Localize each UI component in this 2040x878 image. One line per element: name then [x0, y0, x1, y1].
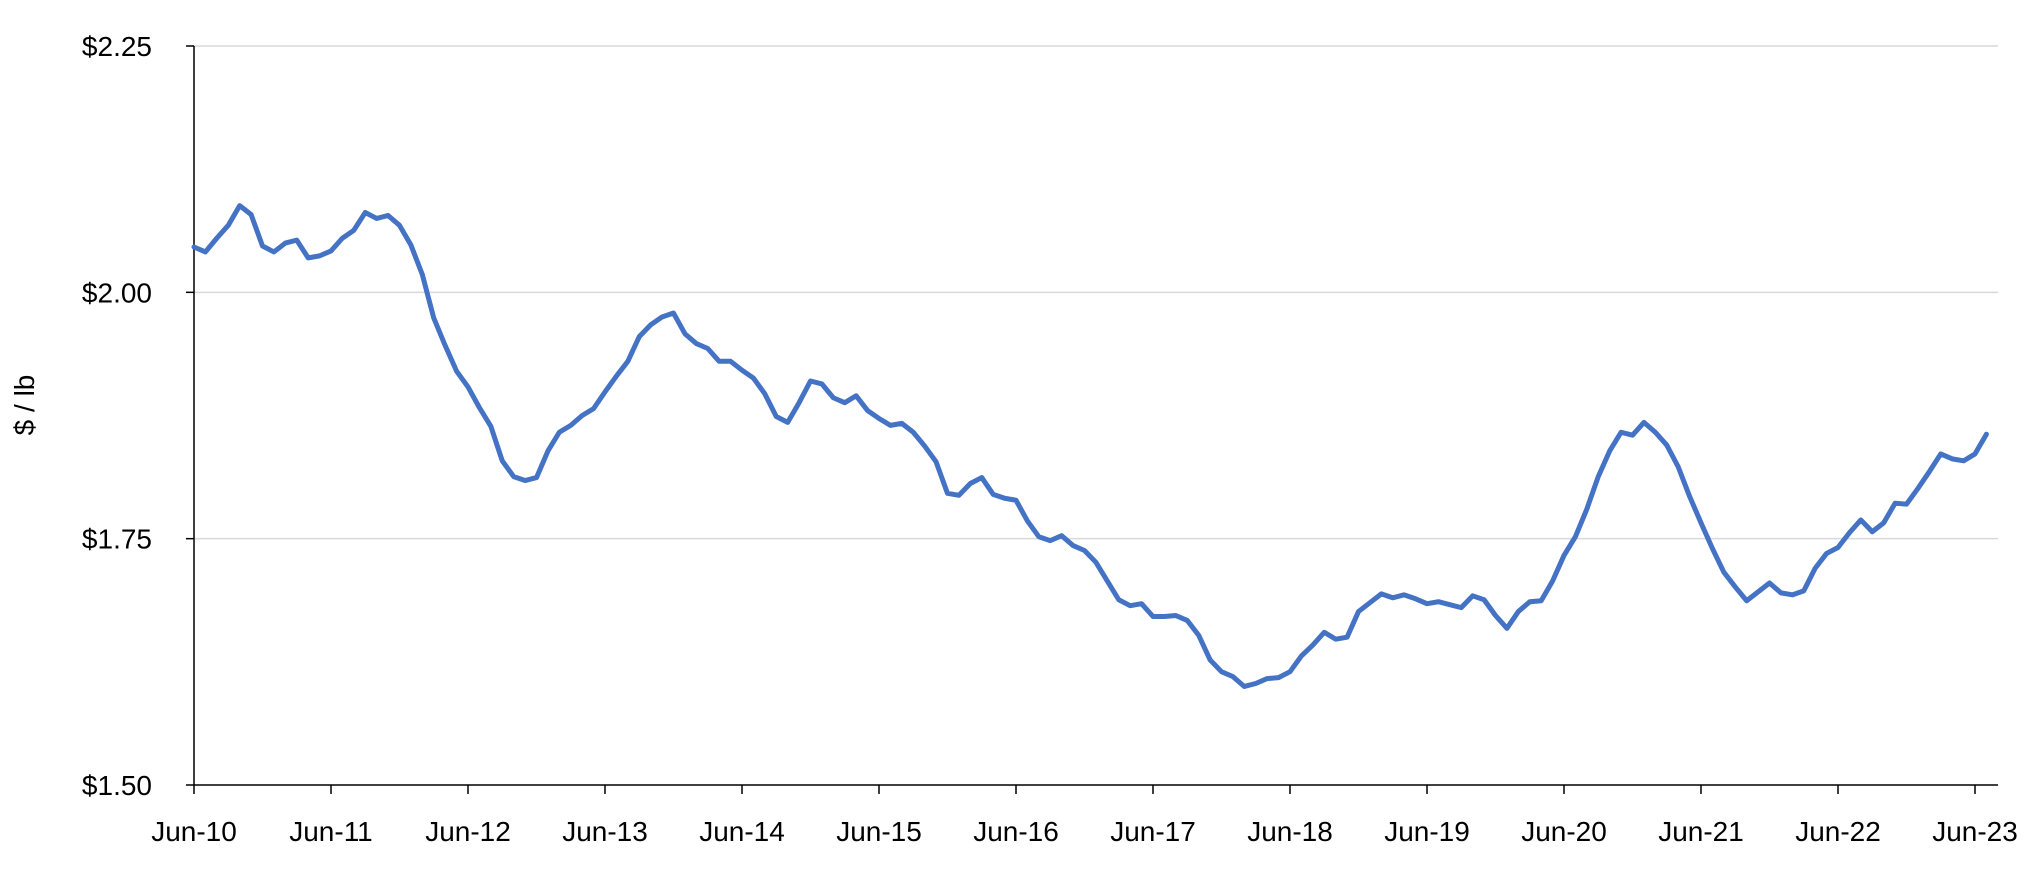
x-tick-label: Jun-17 [1110, 816, 1196, 847]
x-tick-label: Jun-18 [1247, 816, 1333, 847]
x-tick-label: Jun-15 [836, 816, 922, 847]
x-tick-label: Jun-22 [1795, 816, 1881, 847]
x-tick-label: Jun-20 [1521, 816, 1607, 847]
series-layer [191, 203, 1989, 689]
x-tick-label: Jun-14 [699, 816, 785, 847]
series-line [191, 203, 1989, 689]
x-tick-label: Jun-16 [973, 816, 1059, 847]
gridlines [194, 45, 1998, 540]
x-tick-label: Jun-13 [562, 816, 648, 847]
y-tick-label: $1.75 [82, 524, 152, 555]
x-tick-label: Jun-21 [1658, 816, 1744, 847]
x-tick-label: Jun-23 [1932, 816, 2018, 847]
axes [193, 46, 1998, 786]
x-tick-label: Jun-12 [425, 816, 511, 847]
x-axis-ticks: Jun-10 Jun-11 Jun-12 Jun-13 Jun-14 Jun-15 Jun-… [151, 785, 2018, 847]
y-tick-label: $2.00 [82, 277, 152, 308]
x-tick-label: Jun-10 [151, 816, 237, 847]
x-tick-label: Jun-11 [289, 816, 373, 847]
y-tick-label: $1.50 [82, 770, 152, 801]
x-tick-label: Jun-19 [1384, 816, 1470, 847]
y-axis-title: $ / lb [9, 375, 40, 436]
y-tick-label: $2.25 [82, 31, 152, 62]
y-axis-ticks: $1.50 $1.75 $2.00 $2.25 [82, 31, 194, 801]
